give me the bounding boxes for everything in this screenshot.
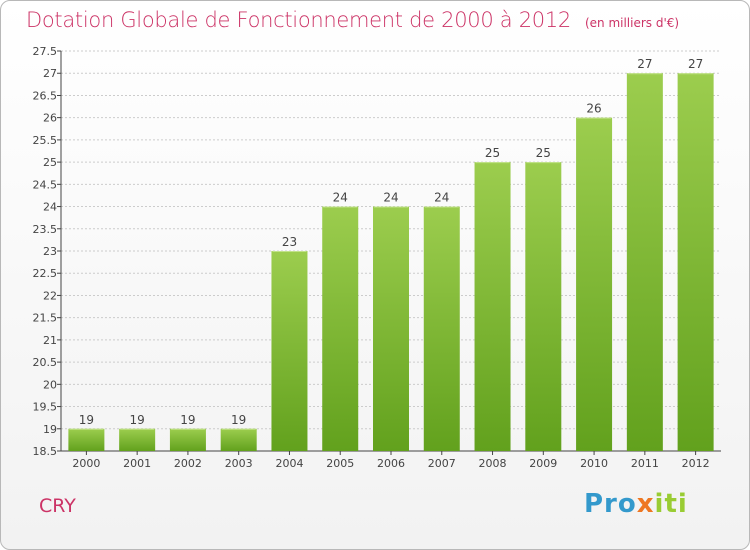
x-tick-label: 2007 (428, 457, 456, 470)
y-tick-label: 19.5 (33, 401, 58, 414)
data-label: 25 (536, 146, 551, 160)
bar (220, 428, 257, 451)
bar (677, 73, 714, 451)
data-label: 23 (282, 235, 297, 249)
data-label: 27 (688, 57, 703, 71)
data-label: 25 (485, 146, 500, 160)
y-tick-label: 24.5 (33, 178, 58, 191)
chart-title: Dotation Globale de Fonctionnement de 20… (26, 8, 679, 32)
bar (322, 206, 359, 451)
data-label: 19 (231, 413, 246, 427)
y-tick-label: 21 (43, 334, 57, 347)
x-tick-label: 2003 (225, 457, 253, 470)
y-tick-label: 27.5 (33, 45, 58, 58)
y-tick-label: 22 (43, 289, 57, 302)
bar (68, 428, 105, 451)
y-tick-label: 20 (43, 378, 57, 391)
data-label: 19 (180, 413, 195, 427)
proxiti-logo: Proxiti (584, 489, 688, 519)
x-tick-label: 2010 (580, 457, 608, 470)
x-tick-label: 2006 (377, 457, 405, 470)
x-tick-label: 2000 (72, 457, 100, 470)
data-label: 26 (586, 102, 601, 116)
logo-part-2: x (636, 489, 655, 519)
logo-part-3: iti (654, 489, 688, 519)
y-tick-label: 18.5 (33, 445, 58, 458)
bar (169, 428, 206, 451)
y-tick-label: 24 (43, 201, 57, 214)
bar (119, 428, 156, 451)
bars (68, 73, 714, 452)
x-tick-label: 2004 (275, 457, 303, 470)
unit-note: (en milliers d'€) (584, 16, 680, 30)
x-tick-label: 2011 (631, 457, 659, 470)
bar (525, 162, 562, 451)
x-tick-label: 2005 (326, 457, 354, 470)
y-tick-label: 21.5 (33, 312, 58, 325)
data-label: 19 (130, 413, 145, 427)
labels: 18.5 19 19.5 20 20.5 21 21.5 22 22.5 23 23.5 24 24.5… (33, 45, 710, 470)
data-label: 27 (637, 57, 652, 71)
y-tick-label: 19 (43, 423, 57, 436)
y-tick-label: 20.5 (33, 356, 58, 369)
bar (373, 206, 409, 451)
data-label: 24 (383, 191, 398, 205)
y-tick-label: 22.5 (33, 267, 58, 280)
x-tick-label: 2009 (529, 457, 557, 470)
x-tick-label: 2008 (479, 457, 507, 470)
y-tick-label: 23 (43, 245, 57, 258)
x-tick-label: 2012 (682, 457, 710, 470)
y-tick-label: 23.5 (33, 223, 58, 236)
bar (474, 162, 511, 451)
logo-part-1: Pro (584, 489, 637, 519)
bar (271, 251, 308, 451)
bar (423, 206, 460, 451)
data-label: 19 (79, 413, 94, 427)
x-tick-label: 2001 (123, 457, 151, 470)
data-label: 24 (333, 191, 348, 205)
bar (626, 73, 663, 451)
y-tick-label: 27 (43, 67, 57, 80)
bar (576, 117, 613, 452)
y-tick-label: 26.5 (33, 89, 58, 102)
chart-title-text: Dotation Globale de Fonctionnement de 20… (26, 8, 571, 32)
commune-name: CRY (39, 495, 76, 517)
data-label: 24 (434, 191, 449, 205)
y-tick-label: 26 (43, 112, 57, 125)
y-tick-label: 25.5 (33, 134, 58, 147)
y-tick-label: 25 (43, 156, 57, 169)
x-tick-label: 2002 (174, 457, 202, 470)
